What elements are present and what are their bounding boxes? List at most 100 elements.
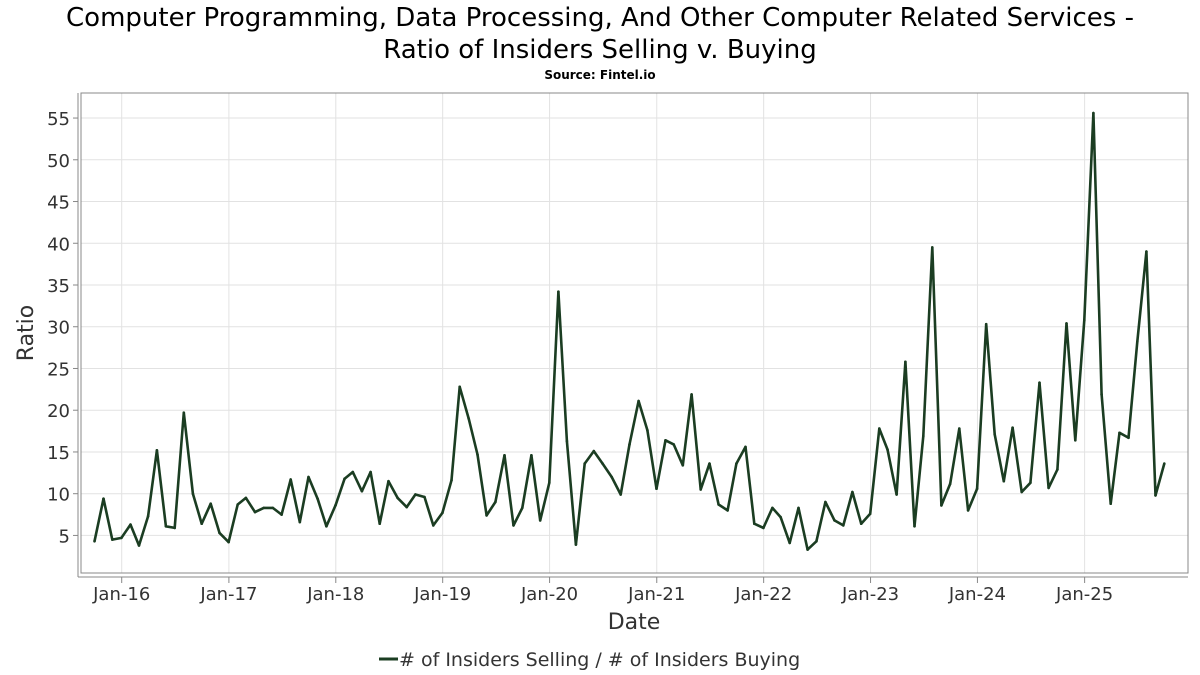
y-tick-label: 45 [47,193,70,214]
data-point [1074,439,1077,442]
data-point [244,496,248,500]
data-point [414,493,417,496]
data-point [200,522,203,525]
data-point [958,427,961,430]
data-point [298,520,302,524]
data-point [1002,479,1006,483]
data-point [378,522,382,525]
data-point [137,544,141,547]
data-point [432,524,435,527]
data-point [548,481,551,485]
data-point [271,506,275,510]
plot-frame [80,92,1189,574]
data-point [343,477,346,481]
data-point [565,439,569,443]
data-point [610,475,613,479]
data-point [726,509,729,512]
x-tick-label: Jan-20 [520,584,578,605]
data-point [316,497,319,501]
data-point [396,496,399,500]
data-point [262,506,266,510]
y-tick-label: 40 [47,234,70,255]
data-point [993,433,996,436]
data-point [1092,111,1095,115]
x-tick-label: Jan-16 [92,584,150,605]
data-point [1047,486,1050,490]
data-point [878,427,881,430]
data-point [289,478,293,481]
data-point [191,492,195,496]
data-point [280,513,283,516]
data-point [307,475,310,479]
data-point [815,540,818,543]
data-point [744,445,747,449]
data-point [1029,481,1032,485]
x-tick-label: Jan-17 [199,584,257,605]
data-point [922,434,925,438]
data-point [966,509,970,512]
data-point [717,503,720,506]
data-point [913,525,916,528]
data-point [1145,250,1148,253]
data-point [1038,381,1041,385]
data-point [387,479,390,483]
data-point [771,506,774,510]
data-point [1127,436,1130,440]
data-point [592,449,596,453]
data-point [886,448,889,451]
chart-title-line-2: Ratio of Insiders Selling v. Buying [383,35,817,65]
data-point [1020,490,1023,494]
y-axis-ticks: 5 10 15 20 25 30 35 40 45 50 55 [47,109,78,547]
data-point [334,504,337,507]
data-point [940,504,943,507]
legend: # of Insiders Selling / # of Insiders Bu… [379,649,800,671]
data-point [351,470,355,474]
data-point [1163,462,1166,465]
y-tick-label: 30 [47,318,70,339]
data-point [209,502,212,506]
y-tick-label: 5 [59,526,70,547]
data-point [664,439,667,442]
data-point [806,548,809,551]
data-point [173,526,176,530]
data-point [423,495,426,499]
data-point [227,540,230,544]
y-tick-label: 15 [47,443,70,464]
data-point [868,512,872,515]
data-point [1136,340,1139,344]
data-point [779,515,782,519]
data-point [1100,393,1103,396]
data-point [824,500,827,504]
data-point [182,411,186,415]
data-point [842,524,845,527]
data-point [948,482,952,486]
data-point [93,540,96,543]
data-point [1118,431,1121,435]
data-point [628,443,631,446]
data-point [1011,426,1014,430]
chart-source: Source: Fintel.io [544,68,656,82]
x-tick-label: Jan-22 [734,584,792,605]
data-point [476,453,479,456]
data-point [735,462,738,465]
data-point [1083,318,1086,322]
y-tick-label: 55 [47,109,70,130]
data-point [253,510,257,514]
data-point [637,399,640,403]
data-point [360,489,364,493]
data-point [494,500,497,504]
data-point [155,449,159,452]
y-tick-label: 35 [47,276,70,297]
data-point [851,490,854,494]
data-point [797,506,800,510]
x-tick-label: Jan-21 [627,584,685,605]
data-point [984,322,988,326]
data-point [512,524,515,527]
y-tick-label: 50 [47,151,70,172]
data-point [904,360,907,364]
data-point [619,493,622,496]
data-point [120,536,123,540]
plot-background [81,93,1188,573]
data-point [681,464,685,467]
